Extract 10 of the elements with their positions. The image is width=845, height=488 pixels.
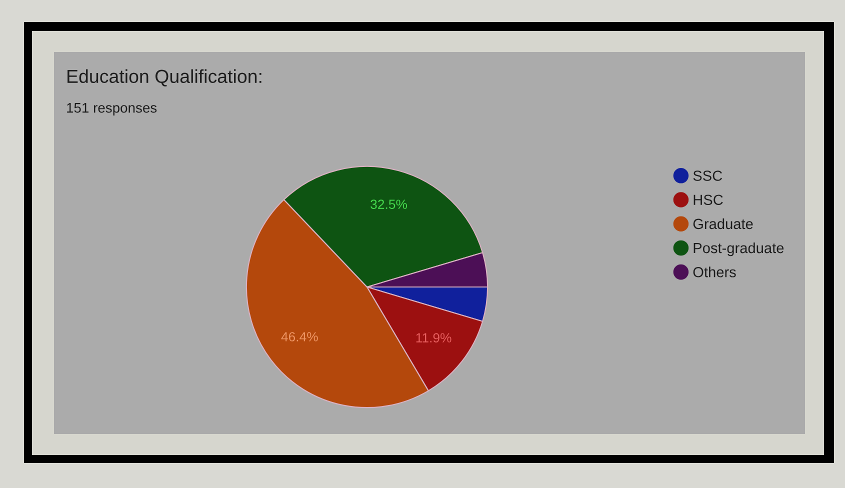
legend-label: Graduate: [693, 218, 753, 230]
legend-label: Post-graduate: [694, 242, 784, 256]
data-label: 32.5%: [370, 200, 407, 209]
legend-label: Others: [693, 266, 736, 278]
legend-label: SSC: [693, 170, 722, 181]
data-label: 46.4%: [281, 332, 318, 342]
legend-label: HSC: [694, 194, 723, 206]
chart-title: Education Qualification:: [68, 69, 262, 86]
data-label: 11.9%: [416, 333, 452, 342]
text: 151 responses: [67, 103, 157, 116]
